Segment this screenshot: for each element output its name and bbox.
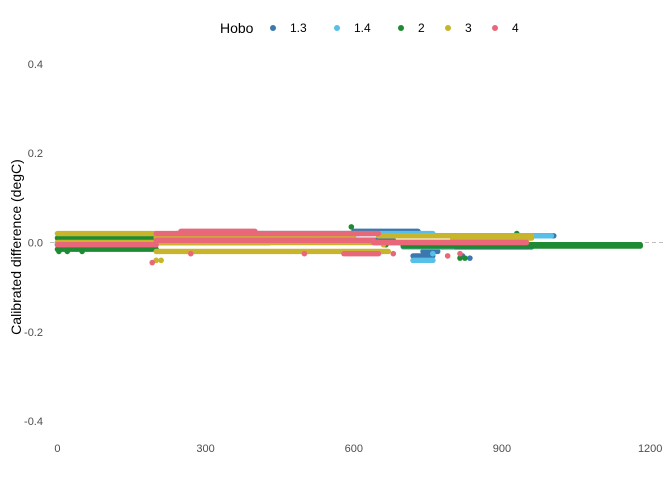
legend-label: 4	[512, 21, 519, 35]
series-4-point-4	[444, 253, 451, 259]
series-4-point-5	[457, 250, 463, 257]
series-2-point-0	[56, 248, 62, 255]
legend-item-1-4: 1.4	[334, 21, 371, 35]
plot-area	[50, 224, 665, 266]
series-4	[54, 228, 530, 266]
series-2-point-3	[348, 224, 355, 230]
legend-item-2: 2	[398, 21, 425, 35]
y-tick-label: -0.4	[24, 416, 43, 428]
series-2-point-5	[457, 255, 463, 261]
legend-item-1-3: 1.3	[270, 21, 307, 35]
series-4-point-3	[390, 250, 397, 257]
y-tick-label: -0.2	[24, 327, 43, 339]
y-tick-label: 0.4	[28, 59, 43, 71]
series-3-point-1	[158, 257, 164, 264]
y-tick-label: 0.0	[28, 238, 43, 250]
series-2-point-2	[79, 248, 85, 255]
x-tick-label: 900	[493, 443, 511, 455]
y-axis-title: Calibrated difference (degC)	[8, 159, 24, 335]
series-layer	[54, 224, 644, 266]
x-axis: 0 300 600 900 1200	[54, 443, 662, 455]
legend-label: 1.3	[290, 21, 307, 35]
x-tick-label: 1200	[638, 443, 662, 455]
legend-key	[492, 25, 498, 31]
legend-item-4: 4	[492, 21, 519, 35]
legend-item-3: 3	[445, 21, 472, 35]
x-tick-label: 300	[196, 443, 214, 455]
y-axis: 0.4 0.2 0.0 -0.2 -0.4	[24, 59, 43, 428]
legend-key	[334, 25, 340, 31]
legend-label: 3	[465, 21, 472, 35]
series-4-point-2	[301, 250, 308, 257]
legend: Hobo 1.3 1.4 2 3 4	[220, 20, 519, 36]
legend-key	[398, 25, 404, 31]
legend-key	[445, 25, 451, 31]
series-1-4-point-0	[430, 250, 436, 257]
legend-key	[270, 25, 276, 31]
series-4-point-1	[187, 250, 194, 257]
series-1-3-point-2	[467, 255, 473, 261]
x-tick-label: 600	[345, 443, 363, 455]
series-2-point-6	[462, 255, 468, 261]
legend-label: 2	[418, 21, 425, 35]
legend-title: Hobo	[220, 20, 254, 36]
y-tick-label: 0.2	[28, 148, 43, 160]
series-2-point-1	[64, 248, 71, 255]
legend-label: 1.4	[354, 21, 371, 35]
series-4-point-0	[149, 259, 156, 266]
x-tick-label: 0	[54, 443, 60, 455]
